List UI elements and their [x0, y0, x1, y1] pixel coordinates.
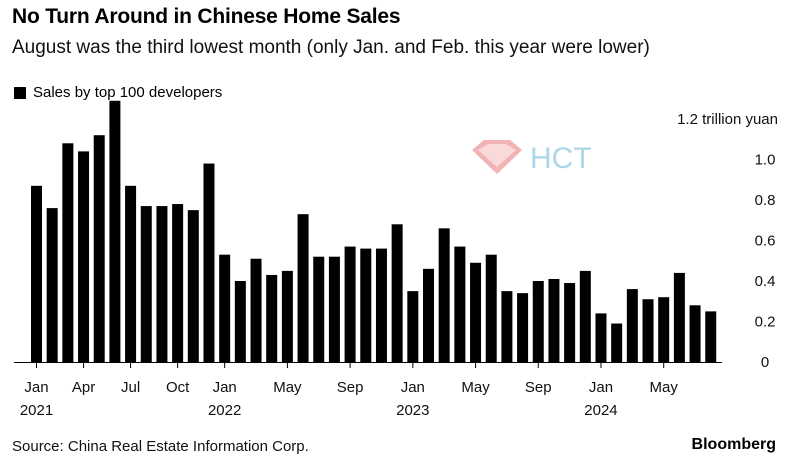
bar-2022-02 — [234, 281, 246, 362]
bar-2023-12 — [579, 270, 591, 363]
bar-2023-06 — [485, 254, 497, 362]
bar-2022-12 — [391, 224, 403, 362]
y-tick-label: 0 — [761, 354, 769, 371]
bar-2024-02 — [611, 323, 623, 362]
watermark-text: HCT — [530, 142, 592, 175]
watermark: HCT — [470, 136, 620, 185]
bar-2021-02 — [46, 208, 58, 362]
bar-2023-03 — [438, 228, 450, 362]
bloomberg-logo: Bloomberg — [691, 436, 776, 453]
bar-2022-11 — [375, 248, 387, 362]
chart-title: No Turn Around in Chinese Home Sales — [12, 5, 401, 28]
y-tick-label: 0.4 — [755, 273, 776, 290]
bar-2023-05 — [470, 262, 482, 362]
bar-2024-03 — [626, 289, 638, 362]
bar-2021-04 — [78, 151, 90, 362]
bar-2021-08 — [140, 206, 152, 362]
legend-label: Sales by top 100 developers — [33, 84, 223, 101]
x-year-label: 2022 — [208, 402, 241, 419]
bar-2022-04 — [266, 274, 278, 362]
source-note: Source: China Real Estate Information Co… — [12, 438, 309, 455]
bar-2023-08 — [517, 293, 529, 362]
x-tick-label: Jan — [589, 379, 613, 396]
x-tick-label: Jan — [401, 379, 425, 396]
bar-2022-10 — [360, 248, 372, 362]
y-tick-label: 0.8 — [755, 192, 776, 209]
watermark-graphic: HCT — [472, 140, 592, 175]
y-tick-label: 1.0 — [755, 152, 776, 169]
bar-2022-08 — [328, 256, 340, 362]
bar-2023-02 — [423, 268, 434, 362]
x-tick-label: Apr — [72, 379, 95, 396]
bar-2022-03 — [250, 258, 262, 362]
bar-2021-07 — [125, 185, 137, 362]
bar-2024-04 — [642, 299, 654, 362]
bar-2022-01 — [219, 254, 231, 362]
bar-2021-09 — [156, 206, 168, 362]
x-tick-label: Oct — [166, 379, 190, 396]
bar-2021-10 — [172, 204, 184, 362]
legend: Sales by top 100 developers — [14, 84, 222, 101]
x-tick-label: Sep — [525, 379, 552, 396]
chart-subtitle: August was the third lowest month (only … — [12, 37, 650, 58]
bar-2021-03 — [62, 143, 74, 362]
x-tick-label: May — [461, 379, 490, 396]
bar-2022-06 — [297, 214, 309, 362]
x-tick-label: Jan — [213, 379, 237, 396]
x-year-label: 2021 — [20, 402, 53, 419]
bar-2023-11 — [564, 283, 576, 362]
bar-2021-11 — [187, 210, 199, 363]
bar-2023-10 — [548, 278, 560, 362]
y-tick-label: 0.6 — [755, 233, 776, 250]
bar-2024-06 — [673, 272, 685, 362]
x-tick-label: Jan — [24, 379, 48, 396]
x-year-label: 2023 — [396, 402, 429, 419]
bar-2024-05 — [658, 297, 670, 362]
bar-2023-01 — [407, 291, 419, 363]
x-tick-label: May — [273, 379, 302, 396]
bar-2023-09 — [532, 281, 544, 362]
bar-2024-07 — [689, 305, 701, 362]
y-unit-label: 1.2 trillion yuan — [677, 111, 778, 128]
bar-2024-08 — [705, 311, 717, 363]
bar-2021-05 — [93, 135, 105, 362]
x-tick-label: Sep — [337, 379, 364, 396]
diamond-logo-icon — [472, 140, 522, 174]
y-tick-label: 0.2 — [755, 314, 776, 331]
bar-2021-06 — [109, 100, 121, 363]
bar-2023-07 — [501, 291, 513, 363]
x-tick-label: May — [650, 379, 679, 396]
legend-swatch — [14, 86, 26, 99]
bar-2022-07 — [313, 256, 325, 362]
bar-2022-09 — [344, 246, 356, 362]
bar-2022-05 — [281, 270, 293, 363]
bar-2024-01 — [595, 313, 607, 362]
x-tick-label: Jul — [121, 379, 140, 396]
x-year-label: 2024 — [584, 402, 617, 419]
bar-2023-04 — [454, 246, 466, 362]
bar-2021-01 — [31, 185, 42, 362]
bar-2021-12 — [203, 163, 215, 362]
